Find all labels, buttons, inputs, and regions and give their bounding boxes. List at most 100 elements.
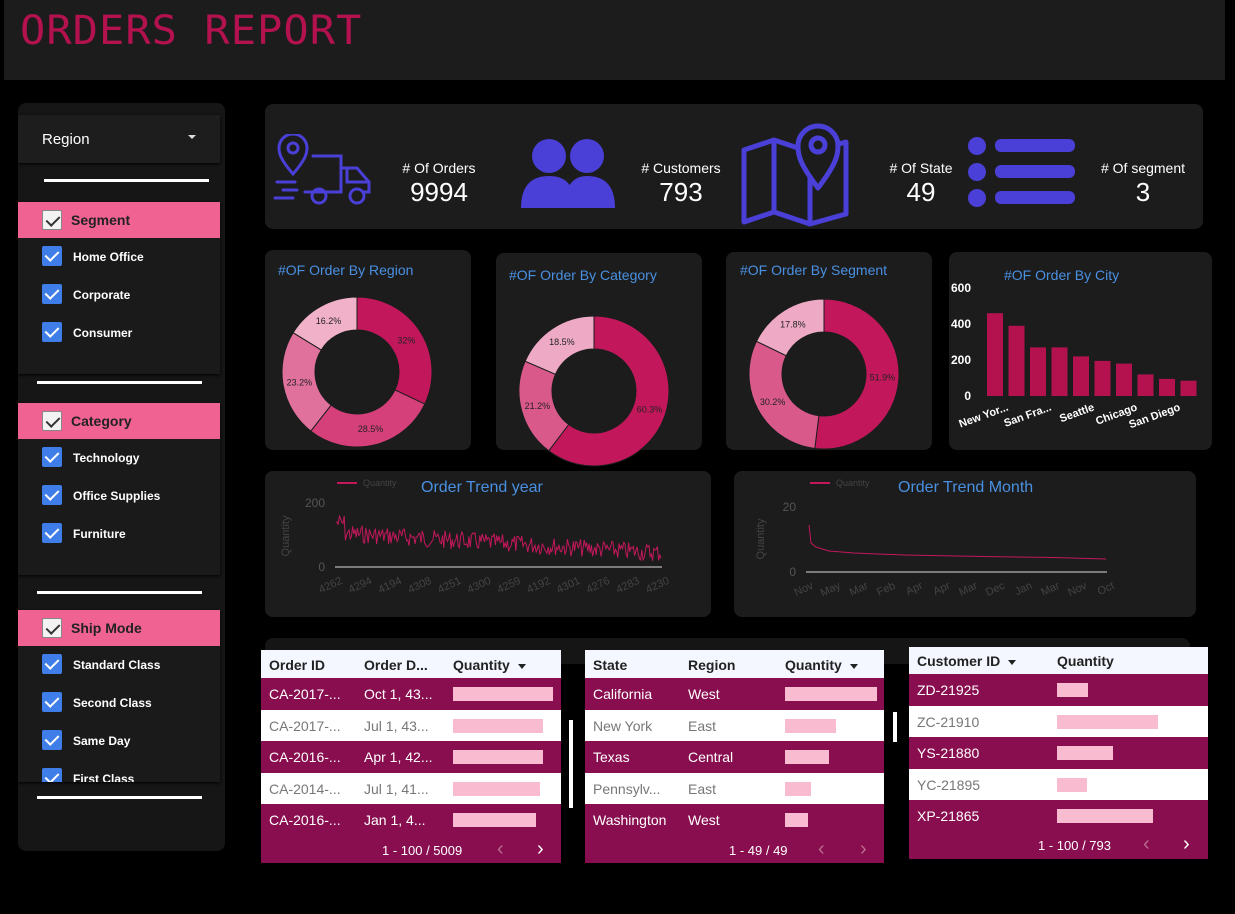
bar (1116, 363, 1132, 396)
prev-page-icon[interactable]: ‹ (1143, 833, 1150, 855)
checkbox[interactable] (42, 322, 62, 342)
column-header[interactable]: Order ID (269, 657, 326, 673)
category-filter-header[interactable]: Category (18, 403, 220, 439)
table-row[interactable]: YS-21880 (909, 737, 1208, 769)
table-row[interactable]: Washington West (585, 804, 884, 836)
prev-page-icon[interactable]: ‹ (497, 838, 504, 860)
column-header[interactable]: Region (688, 657, 736, 673)
category-option[interactable]: Furniture (18, 515, 220, 553)
table-row[interactable]: Texas Central (585, 741, 884, 773)
table-cell: Texas (593, 749, 630, 765)
orders-table: Order ID Order D... Quantity CA-2017-...… (261, 650, 561, 863)
checkbox[interactable] (42, 246, 62, 266)
donut-slice (310, 389, 426, 448)
y-axis-label: Quantity (280, 515, 292, 556)
region-dropdown[interactable]: Region (18, 115, 220, 163)
column-header[interactable]: Order D... (364, 657, 428, 673)
next-page-icon[interactable]: › (1183, 833, 1190, 855)
checkbox[interactable] (42, 523, 62, 543)
table-row[interactable]: YC-21895 (909, 768, 1208, 800)
prev-page-icon[interactable]: ‹ (818, 838, 825, 860)
table-row[interactable]: ZC-21910 (909, 705, 1208, 737)
category-option[interactable]: Office Supplies (18, 477, 220, 515)
column-header[interactable]: Quantity (1057, 653, 1114, 669)
category-filter: Category Technology Office Supplies Furn… (18, 403, 220, 575)
x-tick-label: Mar (848, 580, 871, 599)
table-row[interactable]: CA-2016-... Apr 1, 42... (261, 741, 561, 773)
ship-mode-option[interactable]: Second Class (18, 684, 220, 722)
checkbox[interactable] (42, 447, 62, 467)
column-header[interactable]: Quantity (785, 657, 858, 673)
select-all-checkbox[interactable] (42, 618, 62, 638)
table-row[interactable]: XP-21865 (909, 800, 1208, 832)
slice-label: 32% (397, 336, 415, 346)
donut-slice (755, 298, 825, 357)
table-row[interactable]: ZD-21925 (909, 674, 1208, 706)
ship-mode-option[interactable]: First Class (18, 760, 220, 782)
x-tick-label: Apr (931, 580, 952, 598)
x-tick-label: Nov (1066, 580, 1089, 599)
kpi-panel: # Of Orders 9994 # Customers 793 # Of St… (265, 104, 1203, 229)
table-cell: Washington (593, 812, 667, 828)
scrollbar[interactable] (569, 720, 573, 808)
ship-mode-option[interactable]: Standard Class (18, 646, 220, 684)
checkbox[interactable] (42, 730, 62, 750)
x-tick-label: 4192 (525, 575, 552, 596)
ship-mode-option[interactable]: Same Day (18, 722, 220, 760)
table-cell: YC-21895 (917, 776, 981, 793)
table-cell: CA-2014-... (269, 780, 341, 797)
bar (1159, 378, 1175, 396)
segment-option[interactable]: Consumer (18, 314, 220, 352)
quantity-bar (453, 687, 553, 701)
checkbox[interactable] (42, 768, 62, 782)
header-bar: ORDERS REPORT (4, 0, 1225, 80)
city-chart-panel: #OF Order By City 600 400 200 0 New Yor... Sa… (949, 252, 1212, 450)
segment-option[interactable]: Home Office (18, 238, 220, 276)
segment-option[interactable]: Corporate (18, 276, 220, 314)
scrollbar[interactable] (893, 712, 897, 742)
checkbox[interactable] (42, 692, 62, 712)
slice-label: 30.2% (760, 397, 786, 407)
next-page-icon[interactable]: › (860, 838, 867, 860)
slice-label: 51.9% (870, 373, 896, 383)
ship-mode-filter-header[interactable]: Ship Mode (18, 610, 220, 646)
category-option[interactable]: Technology (18, 439, 220, 477)
table-row[interactable]: New York East (585, 709, 884, 741)
table-row[interactable]: California West (585, 678, 884, 710)
checkbox[interactable] (42, 485, 62, 505)
segment-filter: Segment Home Office Corporate Consumer (18, 202, 220, 374)
donut-slice (524, 315, 595, 375)
kpi-segment-value: 3 (1135, 177, 1151, 207)
column-header[interactable]: State (593, 657, 628, 673)
quantity-bar (785, 718, 836, 733)
quantity-bar (453, 813, 536, 827)
kpi-customers-label: # Customers (641, 160, 721, 176)
select-all-checkbox[interactable] (42, 210, 62, 230)
y-tick-label: 400 (951, 317, 971, 331)
segment-filter-header[interactable]: Segment (18, 202, 220, 238)
trend-year-panel: Order Trend year Quantity Quantity 200 0 426… (265, 471, 711, 617)
table-row[interactable]: CA-2017-... Oct 1, 43... (261, 678, 561, 710)
checkbox[interactable] (42, 284, 62, 304)
sort-desc-icon (517, 663, 526, 669)
table-cell: Jul 1, 41... (364, 780, 429, 797)
table-row[interactable]: CA-2014-... Jul 1, 41... (261, 772, 561, 804)
donut-slice (814, 298, 900, 450)
x-tick-label: 4230 (644, 575, 671, 596)
bar (1137, 374, 1154, 396)
divider (37, 591, 202, 594)
column-header[interactable]: Quantity (453, 657, 526, 673)
next-page-icon[interactable]: › (537, 838, 544, 860)
table-row[interactable]: CA-2017-... Jul 1, 43... (261, 709, 561, 741)
column-header[interactable]: Customer ID (917, 653, 1017, 669)
x-tick-label: 4259 (495, 575, 522, 596)
select-all-checkbox[interactable] (42, 411, 62, 431)
chart-title: Order Trend Month (898, 479, 1034, 496)
table-row[interactable]: Pennsylv... East (585, 772, 884, 804)
table-cell: West (688, 686, 720, 702)
table-cell: CA-2017-... (269, 717, 341, 734)
checkbox[interactable] (42, 654, 62, 674)
table-row[interactable]: CA-2016-... Jan 1, 4... (261, 804, 561, 836)
category-chart-panel: #OF Order By Category 60.3% 21.2% 18.5% (496, 253, 702, 467)
